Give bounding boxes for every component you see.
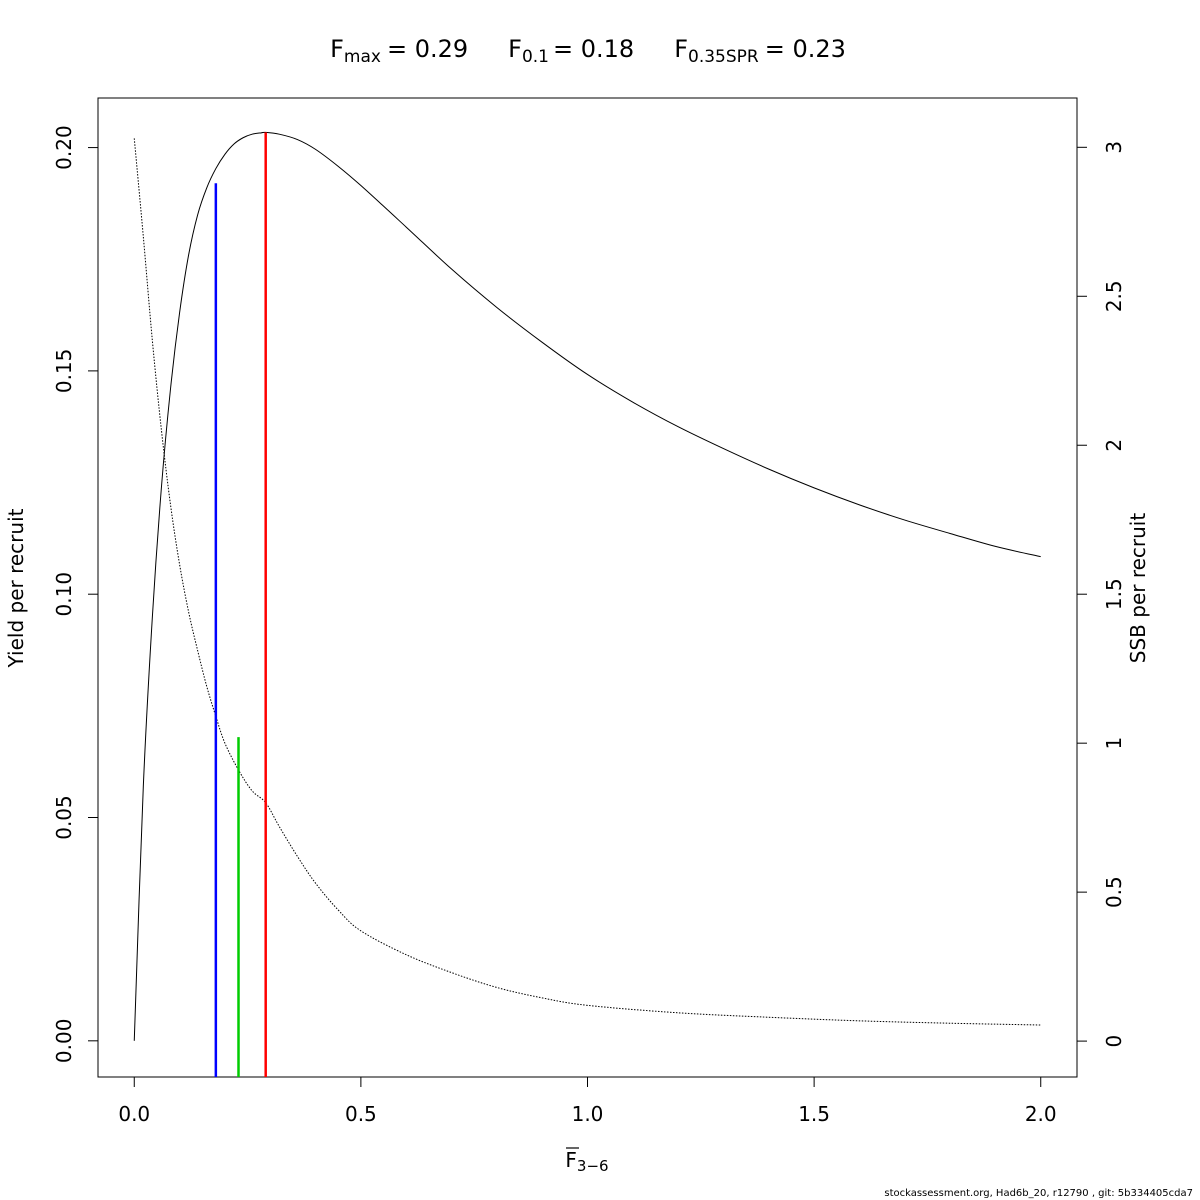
title-fmax-eq: = 0.29: [387, 35, 468, 63]
y2-tick-label: 0.5: [1102, 876, 1126, 908]
footer-credit: stockassessment.org, Had6b_20, r12790 , …: [884, 1188, 1193, 1199]
plot-content: [133, 131, 1041, 1077]
x-axis: 0.0 0.5 1.0 1.5 2.0: [118, 1077, 1057, 1126]
y-axis-right: 0 0.5 1 1.5 2 2.5 3: [1077, 141, 1126, 1048]
title-fspr-sub: 0.35SPR: [688, 47, 759, 67]
y2-tick-label: 1.5: [1102, 578, 1126, 610]
x-tick-label: 0.5: [345, 1102, 377, 1126]
x-tick-label: 1.5: [798, 1102, 830, 1126]
y2-tick-label: 0: [1102, 1035, 1126, 1048]
plot-frame: [97, 97, 1078, 1078]
title-fspr-eq: = 0.23: [765, 35, 846, 63]
title-f01-eq: = 0.18: [553, 35, 634, 63]
title-fspr-symbol: F: [674, 35, 688, 63]
title-f01-sub: 0.1: [522, 47, 549, 67]
x-axis-title-sub: 3−6: [577, 1157, 609, 1175]
title-fmax-symbol: F: [330, 35, 344, 63]
y2-tick-label: 1: [1102, 737, 1126, 750]
title-fmax-sub: max: [344, 47, 381, 67]
y-tick-label: 0.10: [52, 572, 76, 617]
ssb-per-recruit-line: [133, 138, 1041, 1026]
x-tick-label: 0.0: [118, 1102, 150, 1126]
x-tick-label: 1.0: [572, 1102, 604, 1126]
x-tick-label: 2.0: [1025, 1102, 1057, 1126]
y-axis-left: 0.00 0.05 0.10 0.15 0.20: [52, 125, 98, 1063]
y2-tick-label: 3: [1102, 141, 1126, 154]
y-tick-label: 0.15: [52, 349, 76, 394]
yield-per-recruit-line: [133, 131, 1041, 1041]
chart-title: Fmax = 0.29 F0.1 = 0.18 F0.35SPR = 0.23: [330, 35, 846, 67]
y2-tick-label: 2.5: [1102, 280, 1126, 312]
y2-axis-title: SSB per recruit: [1126, 513, 1150, 664]
y-tick-label: 0.05: [52, 795, 76, 840]
title-f01-symbol: F: [508, 35, 522, 63]
y-tick-label: 0.20: [52, 125, 76, 170]
y-axis-title: Yield per recruit: [4, 508, 28, 668]
y-tick-label: 0.00: [52, 1019, 76, 1064]
x-axis-title-symbol: F: [565, 1148, 577, 1172]
y2-tick-label: 2: [1102, 439, 1126, 452]
x-axis-title: F3−6: [565, 1148, 608, 1175]
